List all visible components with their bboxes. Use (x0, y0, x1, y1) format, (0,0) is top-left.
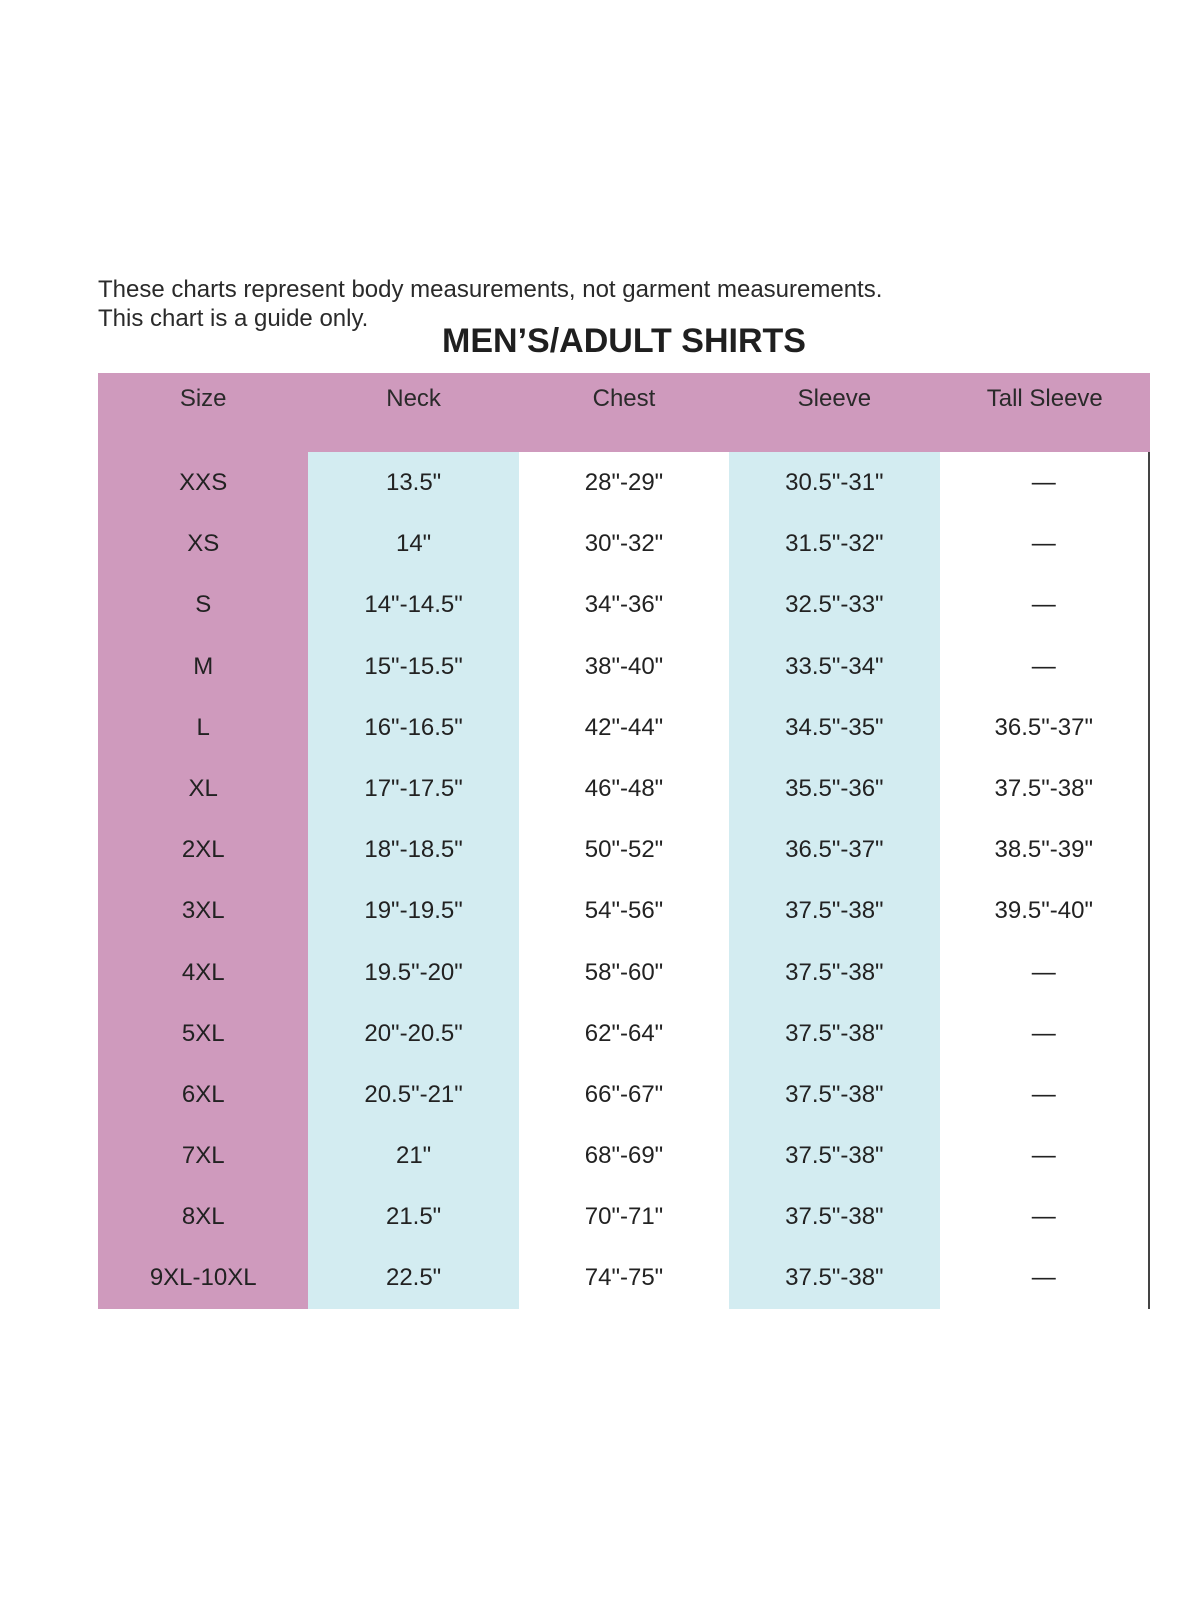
table-cell: 68"-69" (518, 1125, 730, 1187)
table-cell: 35.5"-36" (729, 757, 940, 820)
table-cell: 38.5"-39" (939, 819, 1150, 881)
table-cell: 62"-64" (518, 1002, 730, 1064)
table-cell: 16"-16.5" (308, 696, 519, 758)
table-cell: 28"-29" (518, 452, 730, 514)
table-cell: 30.5"-31" (729, 452, 940, 514)
table-cell: S (98, 574, 309, 636)
table-cell: 37.5"-38" (729, 1125, 940, 1187)
table-cell: — (939, 1002, 1150, 1064)
table-cell: — (939, 574, 1150, 636)
table-cell: — (939, 452, 1150, 514)
table-cell: 21.5" (308, 1186, 519, 1248)
table-cell: 37.5"-38" (729, 1002, 940, 1064)
table-row: XS 14" 30"-32" 31.5"-32" — (98, 513, 1150, 575)
table-cell: 19.5"-20" (308, 941, 519, 1003)
table-cell: 8XL (98, 1186, 309, 1248)
table-cell: XL (98, 757, 309, 820)
table-cell: — (939, 1247, 1150, 1309)
table-cell: 36.5"-37" (939, 696, 1150, 758)
table-cell: 22.5" (308, 1247, 519, 1309)
table-cell: 54"-56" (518, 880, 730, 942)
table-cell: 9XL-10XL (98, 1247, 309, 1309)
table-cell: 42"-44" (518, 696, 730, 758)
table-cell: — (939, 1063, 1150, 1126)
table-cell: 19"-19.5" (308, 880, 519, 942)
column-header-tall-sleeve: Tall Sleeve (986, 385, 1103, 412)
table-cell: 34.5"-35" (729, 696, 940, 758)
table-cell: 37.5"-38" (729, 941, 940, 1003)
chart-title: MEN’S/ADULT SHIRTS (442, 322, 806, 360)
table-cell: 32.5"-33" (729, 574, 940, 636)
table-cell: 38"-40" (518, 635, 730, 697)
table-cell: 6XL (98, 1063, 309, 1126)
table-header: Size Neck Chest Sleeve Tall Sleeve (98, 373, 1150, 452)
table-cell: — (939, 941, 1150, 1003)
table-cell: 2XL (98, 819, 309, 881)
column-header-sleeve: Sleeve (797, 385, 872, 412)
table-cell: XXS (98, 452, 309, 514)
table-cell: XS (98, 513, 309, 575)
table-cell: 18"-18.5" (308, 819, 519, 881)
table-cell: 33.5"-34" (729, 635, 940, 697)
table-cell: 36.5"-37" (729, 819, 940, 881)
table-cell: 20.5"-21" (308, 1063, 519, 1126)
column-header-size: Size (179, 385, 227, 412)
table-cell: 31.5"-32" (729, 513, 940, 575)
table-cell: 21" (308, 1125, 519, 1187)
table-cell: 7XL (98, 1125, 309, 1187)
table-cell: 39.5"-40" (939, 880, 1150, 942)
table-cell: 14"-14.5" (308, 574, 519, 636)
table-cell: — (939, 513, 1150, 575)
table-cell: L (98, 696, 309, 758)
table-cell: 34"-36" (518, 574, 730, 636)
table-cell: 37.5"-38" (729, 1186, 940, 1248)
table-cell: 14" (308, 513, 519, 575)
table-cell: M (98, 635, 309, 697)
table-cell: 37.5"-38" (729, 880, 940, 942)
table-row: 2XL 18"-18.5" 50"-52" 36.5"-37" 38.5"-39" (98, 819, 1150, 881)
table-cell: 50"-52" (518, 819, 730, 881)
table-cell: 5XL (98, 1002, 309, 1064)
table-row: 9XL-10XL 22.5" 74"-75" 37.5"-38" — (98, 1247, 1150, 1309)
table-cell: 3XL (98, 880, 309, 942)
table-row: 7XL 21" 68"-69" 37.5"-38" — (98, 1125, 1150, 1187)
column-header-chest: Chest (592, 385, 656, 412)
table-cell: — (939, 1125, 1150, 1187)
table-row: 3XL 19"-19.5" 54"-56" 37.5"-38" 39.5"-40" (98, 880, 1150, 942)
table-cell: 17"-17.5" (308, 757, 519, 820)
table-cell: 13.5" (308, 452, 519, 514)
table-cell: 66"-67" (518, 1063, 730, 1126)
table-row: 5XL 20"-20.5" 62"-64" 37.5"-38" — (98, 1002, 1150, 1064)
table-cell: — (939, 1186, 1150, 1248)
guide-note: This chart is a guide only. (98, 305, 369, 332)
size-chart-table: Size Neck Chest Sleeve Tall Sleeve XXS 13.5" 2… (98, 373, 1150, 1309)
table-cell: 46"-48" (518, 757, 730, 820)
table-cell: 4XL (98, 941, 309, 1003)
table-cell: 37.5"-38" (939, 757, 1150, 820)
table-body: XXS 13.5" 28"-29" 30.5"-31" — XS 14" 30"-32" 31.… (98, 452, 1150, 1309)
column-header-neck: Neck (386, 385, 441, 412)
table-cell: 37.5"-38" (729, 1247, 940, 1309)
disclaimer-text: These charts represent body measurements… (98, 276, 883, 303)
table-row: 6XL 20.5"-21" 66"-67" 37.5"-38" — (98, 1063, 1150, 1126)
table-row: XXS 13.5" 28"-29" 30.5"-31" — (98, 452, 1150, 514)
table-row: XL 17"-17.5" 46"-48" 35.5"-36" 37.5"-38" (98, 757, 1150, 820)
table-row: M 15"-15.5" 38"-40" 33.5"-34" — (98, 635, 1150, 697)
table-cell: 58"-60" (518, 941, 730, 1003)
table-cell: 37.5"-38" (729, 1063, 940, 1126)
table-cell: 70"-71" (518, 1186, 730, 1248)
table-cell: — (939, 635, 1150, 697)
table-row: S 14"-14.5" 34"-36" 32.5"-33" — (98, 574, 1150, 636)
table-cell: 15"-15.5" (308, 635, 519, 697)
table-cell: 74"-75" (518, 1247, 730, 1309)
table-cell: 30"-32" (518, 513, 730, 575)
table-cell: 20"-20.5" (308, 1002, 519, 1064)
table-row: 8XL 21.5" 70"-71" 37.5"-38" — (98, 1186, 1150, 1248)
table-row: 4XL 19.5"-20" 58"-60" 37.5"-38" — (98, 941, 1150, 1003)
table-row: L 16"-16.5" 42"-44" 34.5"-35" 36.5"-37" (98, 696, 1150, 758)
